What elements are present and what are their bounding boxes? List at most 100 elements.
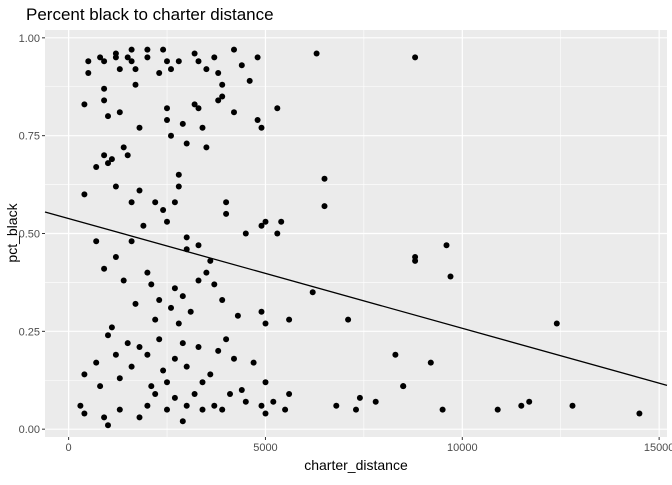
data-point: [81, 101, 88, 108]
data-point: [321, 203, 328, 210]
data-point: [101, 265, 108, 272]
data-point: [171, 394, 178, 401]
trend-line-group: [44, 211, 668, 386]
data-point: [219, 297, 226, 303]
data-point: [238, 387, 245, 393]
data-point: [171, 285, 178, 292]
y-tick-label: 0.25: [19, 326, 40, 338]
data-point: [101, 85, 108, 92]
data-point: [313, 50, 320, 57]
data-point: [183, 363, 190, 370]
data-point: [85, 70, 92, 76]
grid: [45, 30, 667, 437]
data-point: [254, 54, 261, 61]
data-point: [207, 371, 214, 378]
data-point: [412, 54, 419, 61]
data-point: [116, 406, 123, 413]
data-point: [81, 191, 88, 198]
data-point: [168, 304, 174, 311]
data-point: [223, 210, 230, 217]
data-point: [439, 406, 446, 413]
data-point: [152, 316, 159, 323]
data-point: [120, 277, 127, 284]
data-point: [191, 391, 198, 397]
data-point: [81, 371, 88, 378]
chart-title: Percent black to charter distance: [26, 5, 274, 24]
data-point: [400, 383, 407, 390]
data-point: [262, 410, 269, 417]
data-point: [262, 320, 269, 327]
data-point: [353, 406, 359, 413]
y-tick-label: 0.50: [19, 229, 40, 241]
data-point: [183, 234, 190, 241]
data-point: [116, 375, 123, 382]
data-point: [321, 175, 328, 182]
data-point: [372, 398, 379, 405]
data-point: [258, 222, 265, 229]
data-point: [254, 117, 261, 123]
data-point: [124, 340, 131, 347]
data-point: [77, 402, 84, 409]
data-point: [93, 164, 100, 170]
data-point: [136, 187, 143, 194]
data-point: [160, 46, 167, 53]
x-tick-label: 5000: [253, 442, 277, 454]
data-point: [101, 97, 108, 104]
x-axis: 0 5000 10000 15000: [66, 437, 672, 454]
data-point: [160, 367, 167, 374]
data-point: [195, 105, 202, 112]
data-point: [227, 391, 233, 397]
data-point: [164, 406, 170, 413]
data-point: [195, 58, 202, 65]
data-point: [112, 351, 119, 358]
data-point: [168, 66, 174, 73]
data-point: [215, 97, 222, 104]
data-point: [101, 58, 108, 65]
data-point: [175, 320, 182, 327]
data-point: [191, 50, 198, 57]
y-axis: 0.00 0.25 0.50 0.75 1.00: [19, 33, 45, 436]
data-point: [136, 344, 143, 350]
data-points: [77, 46, 643, 429]
data-point: [164, 105, 170, 112]
trend-line: [44, 211, 668, 386]
data-point: [124, 54, 131, 61]
data-point: [183, 140, 190, 147]
data-point: [211, 281, 218, 288]
data-point: [199, 379, 206, 386]
data-point: [128, 363, 135, 370]
data-point: [128, 238, 135, 245]
data-point: [207, 257, 214, 264]
data-point: [156, 297, 163, 303]
data-point: [231, 109, 237, 116]
data-point: [144, 269, 151, 276]
data-point: [132, 66, 139, 73]
data-point: [171, 199, 178, 206]
data-point: [93, 359, 100, 366]
data-point: [246, 77, 253, 84]
data-point: [199, 406, 206, 413]
data-point: [112, 54, 119, 61]
data-point: [219, 406, 226, 413]
data-point: [148, 383, 155, 390]
data-point: [164, 58, 170, 65]
data-point: [168, 132, 174, 139]
data-point: [144, 54, 151, 61]
data-point: [443, 242, 450, 249]
data-point: [164, 117, 170, 123]
data-point: [258, 308, 265, 315]
data-point: [97, 54, 104, 61]
data-point: [286, 391, 293, 397]
data-point: [120, 144, 127, 151]
data-point: [164, 379, 170, 386]
data-point: [274, 105, 281, 112]
data-point: [148, 281, 155, 288]
data-point: [242, 230, 249, 237]
data-point: [179, 418, 186, 425]
data-point: [223, 336, 230, 343]
data-point: [569, 402, 576, 409]
data-point: [258, 124, 265, 131]
data-point: [101, 152, 108, 159]
data-point: [152, 199, 159, 206]
